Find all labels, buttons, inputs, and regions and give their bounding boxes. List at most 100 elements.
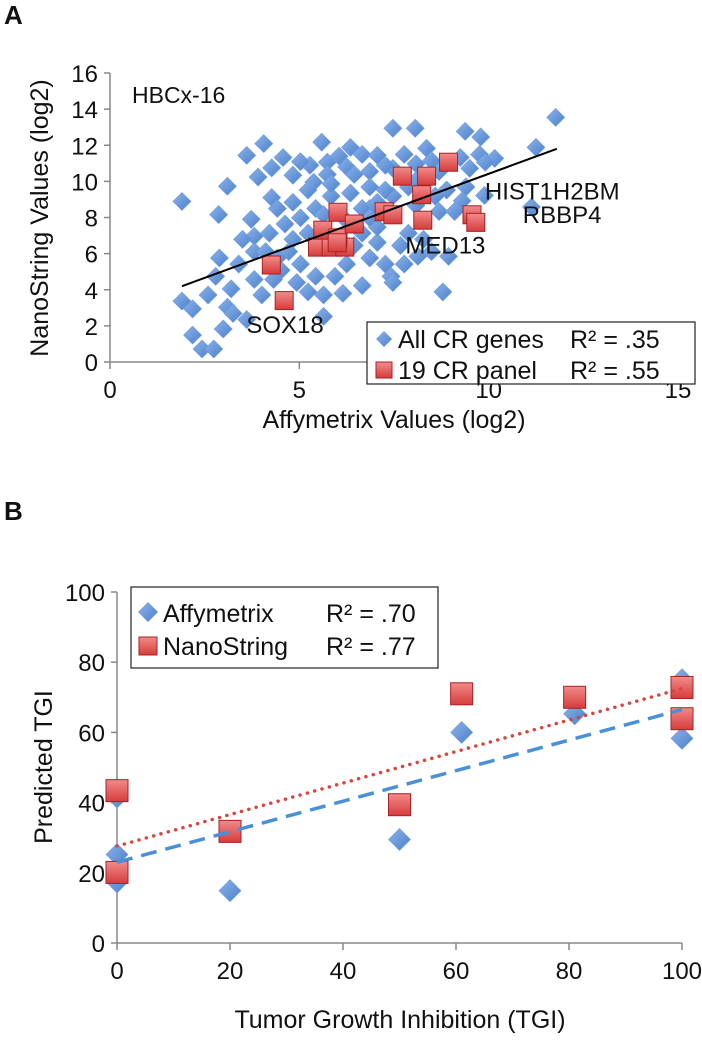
legend-label-all-cr: All CR genes xyxy=(398,326,544,354)
legend-box xyxy=(130,586,439,669)
cr-panel-point xyxy=(392,166,412,186)
all-cr-gene-point xyxy=(229,254,249,274)
all-cr-gene-point xyxy=(445,202,465,221)
legend-label-nanostring: NanoString xyxy=(163,633,288,661)
all-cr-gene-point xyxy=(325,266,345,286)
all-cr-gene-point xyxy=(475,186,494,205)
legend-label-cr-panel: 19 CR panel xyxy=(398,357,537,385)
x-tick-label: 40 xyxy=(330,958,357,985)
all-cr-gene-point xyxy=(312,132,332,152)
diamond-icon xyxy=(138,602,158,622)
affymetrix-point xyxy=(388,828,411,851)
y-tick-label: 80 xyxy=(78,650,105,677)
y-tick-label: 60 xyxy=(78,720,105,747)
all-cr-gene-point xyxy=(287,273,307,292)
cr-panel-point xyxy=(466,212,486,232)
all-cr-gene-point xyxy=(460,158,480,178)
all-cr-gene-point xyxy=(298,282,318,302)
all-cr-gene-point xyxy=(433,282,453,302)
cr-panel-point xyxy=(417,166,437,186)
legend: Affymetrix R² = .70 NanoString R² = .77 xyxy=(130,586,439,669)
all-cr-gene-point xyxy=(405,118,425,138)
all-cr-gene-point xyxy=(210,248,229,268)
all-cr-gene-point xyxy=(314,285,333,305)
all-cr-gene-point xyxy=(329,146,349,166)
nanostring-point xyxy=(670,707,694,731)
y-tick-label: 20 xyxy=(78,861,105,888)
all-cr-gene-point xyxy=(471,127,491,147)
all-cr-gene-point xyxy=(408,246,428,266)
all-cr-gene-point xyxy=(306,266,326,286)
all-cr-gene-point xyxy=(283,192,303,212)
cr-panel-point xyxy=(328,202,348,222)
gene-label: MED13 xyxy=(405,233,485,260)
all-cr-gene-point xyxy=(352,145,372,164)
all-cr-gene-point xyxy=(183,325,202,345)
all-cr-gene-point xyxy=(221,279,241,299)
nanostring-point xyxy=(388,793,411,817)
legend: All CR genes R² = .35 19 CR panel R² = .… xyxy=(366,321,696,385)
diamond-icon xyxy=(376,331,392,347)
panel-a-letter: A xyxy=(4,0,23,30)
all-cr-gene-point xyxy=(291,152,310,172)
all-cr-gene-point xyxy=(333,283,353,303)
all-cr-gene-point xyxy=(248,167,268,187)
all-cr-gene-point xyxy=(391,236,410,255)
all-cr-gene-point xyxy=(383,118,403,138)
all-cr-gene-point xyxy=(237,310,257,329)
cr-panel-point xyxy=(327,233,347,253)
all-cr-gene-point xyxy=(262,158,282,178)
gene-label: RBBP4 xyxy=(523,202,602,229)
all-cr-gene-point xyxy=(344,165,364,184)
y-tick-label: 100 xyxy=(65,580,105,607)
all-cr-gene-point xyxy=(367,233,387,252)
all-cr-gene-point xyxy=(522,197,541,217)
all-cr-gene-point xyxy=(233,229,252,249)
gene-label: SOX18 xyxy=(246,312,323,339)
x-tick-label: 0 xyxy=(103,377,116,404)
legend-r2-all-cr: R² = .35 xyxy=(570,326,660,354)
all-cr-gene-point xyxy=(546,108,566,127)
all-cr-gene-point xyxy=(213,319,233,339)
y-tick-label: 2 xyxy=(85,314,98,341)
all-cr-gene-point xyxy=(283,229,303,249)
y-tick-label: 8 xyxy=(85,206,98,233)
square-icon xyxy=(375,361,393,379)
all-cr-gene-point xyxy=(204,339,224,359)
nanostring-point xyxy=(105,779,129,803)
nanostring-point xyxy=(563,685,587,709)
nanostring-point xyxy=(218,819,242,843)
all-cr-gene-point xyxy=(306,199,326,218)
cr-panel-point xyxy=(439,152,459,172)
cr-panel-point xyxy=(261,255,281,275)
all-cr-gene-point xyxy=(314,307,333,326)
all-cr-gene-point xyxy=(198,285,218,305)
all-cr-gene-point xyxy=(291,254,310,274)
all-cr-gene-point xyxy=(429,202,449,221)
all-cr-gene-point xyxy=(375,180,395,200)
all-cr-gene-point xyxy=(291,208,310,228)
y-tick-label: 14 xyxy=(71,97,98,124)
legend-label-affymetrix: Affymetrix xyxy=(163,600,274,628)
affymetrix-point xyxy=(670,726,694,750)
x-tick-label: 5 xyxy=(293,377,306,404)
all-cr-gene-point xyxy=(209,205,229,225)
all-cr-gene-point xyxy=(360,248,380,268)
y-tick-label: 0 xyxy=(85,350,98,377)
all-cr-gene-point xyxy=(475,152,495,172)
all-cr-gene-point xyxy=(259,223,279,243)
y-tick-label: 10 xyxy=(71,169,98,196)
all-cr-gene-point xyxy=(341,137,360,157)
sample-annotation: HBCx-16 xyxy=(132,82,225,108)
y-axis-label: Predicted TGI xyxy=(30,690,58,844)
x-axis-label: Tumor Growth Inhibition (TGI) xyxy=(234,1006,565,1034)
all-cr-gene-point xyxy=(172,191,192,211)
all-cr-gene-point xyxy=(394,145,414,164)
all-cr-gene-point xyxy=(283,165,303,185)
nanostring-point xyxy=(105,860,129,884)
legend-r2-cr-panel: R² = .55 xyxy=(570,357,660,385)
panel-a: A NanoString Values (log2) Affymetrix Va… xyxy=(4,0,696,434)
affymetrix-trendline xyxy=(116,707,683,864)
y-tick-label: 6 xyxy=(85,242,98,269)
affymetrix-point xyxy=(450,720,474,744)
